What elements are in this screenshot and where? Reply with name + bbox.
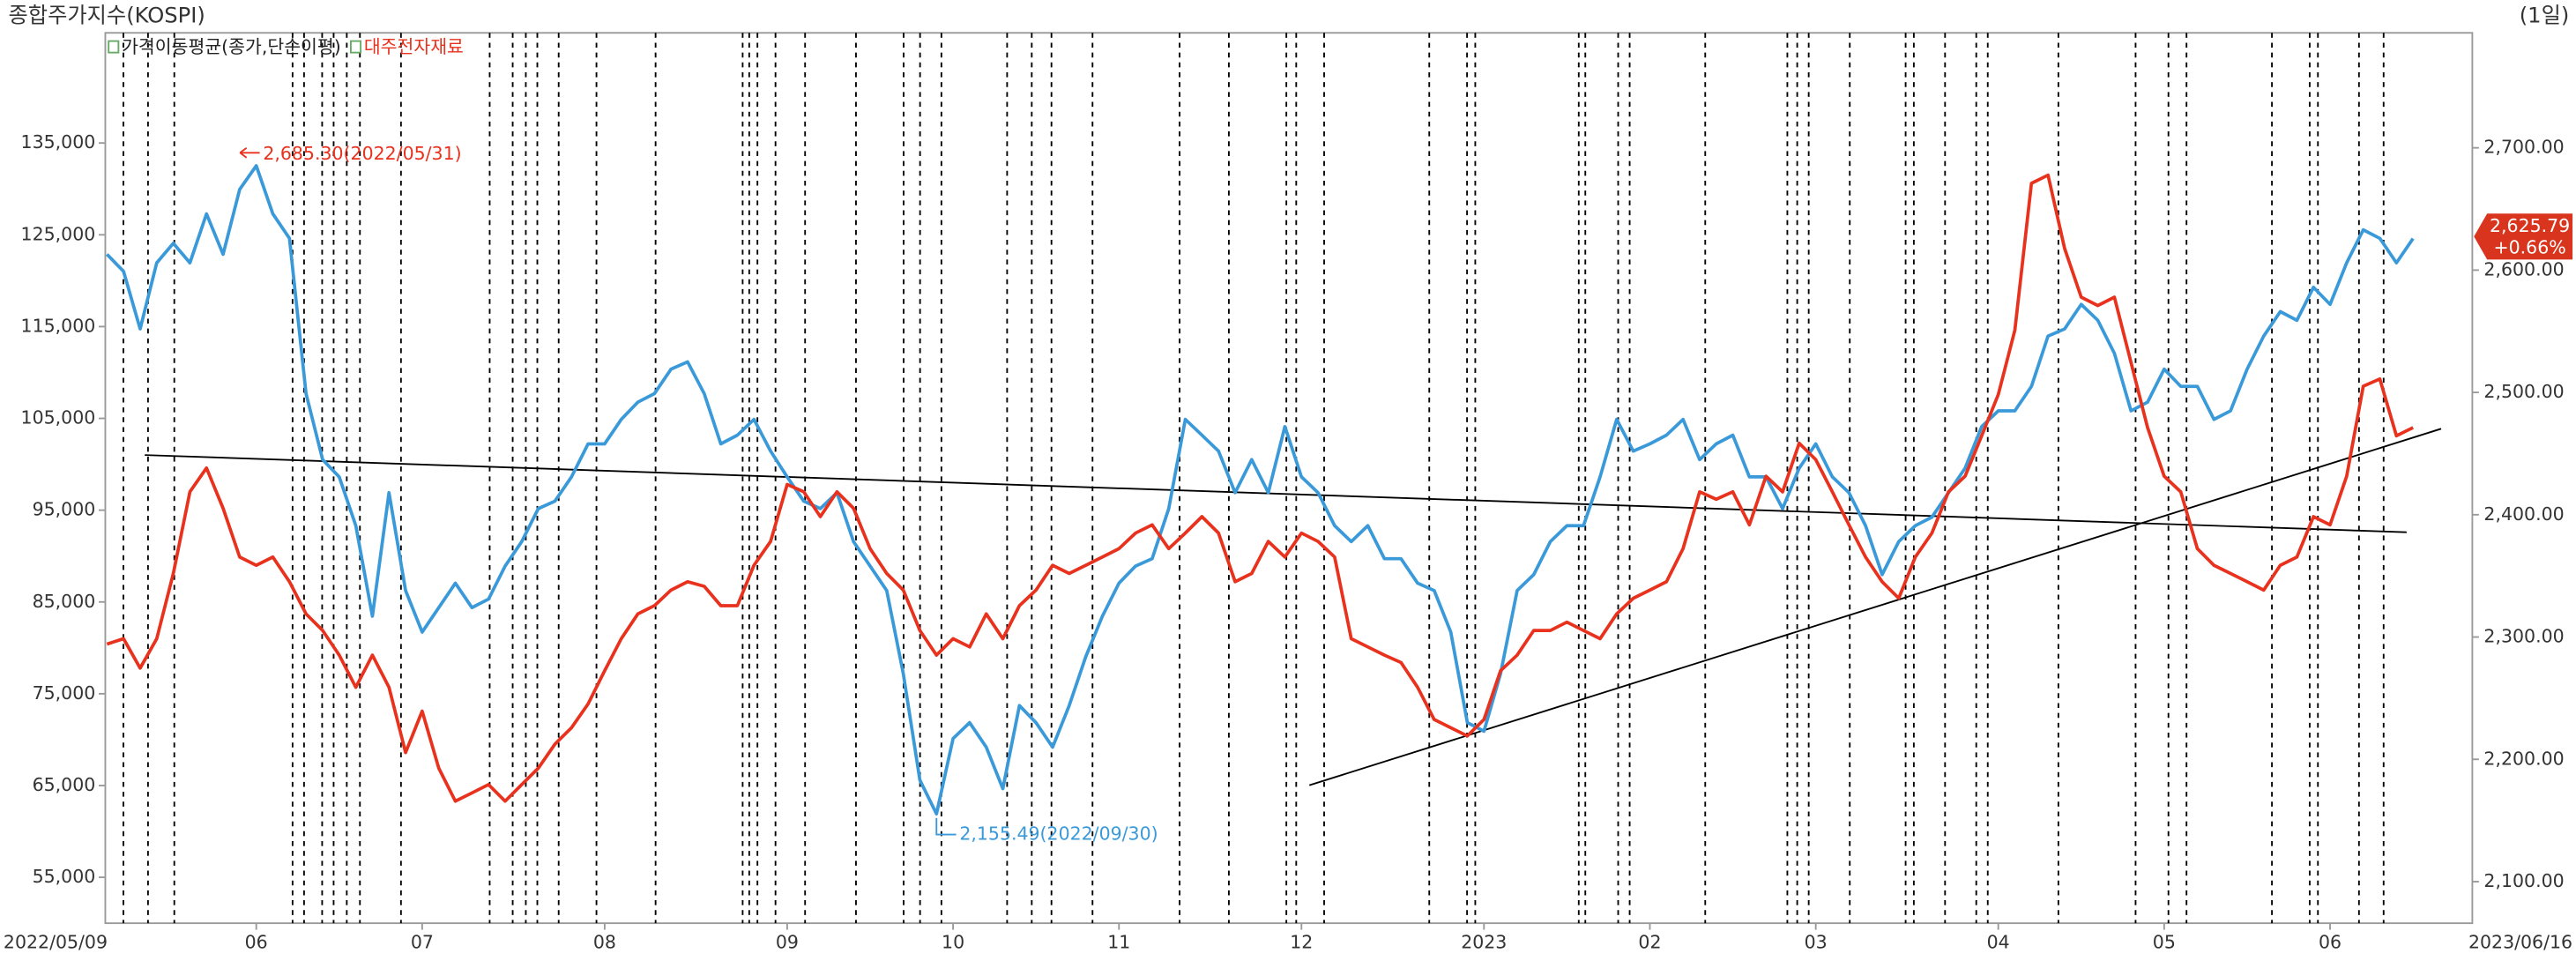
x-tick-label: 09 xyxy=(776,932,799,953)
y2-tick-label: 2,700.00 xyxy=(2483,137,2564,158)
x-tick-label: 06 xyxy=(245,932,268,953)
x-tick-label: 03 xyxy=(1805,932,1828,953)
annotation-arrow xyxy=(239,146,260,159)
x-tick-label: 2022/05/09 xyxy=(4,932,108,953)
annotation: 2,685.30(2022/05/31) xyxy=(263,143,461,164)
y-tick-label: 105,000 xyxy=(21,407,96,428)
x-tick-label: 04 xyxy=(1987,932,2010,953)
annotation-arrow xyxy=(935,817,957,836)
period-label: (1일) xyxy=(2520,4,2570,28)
y2-tick-label: 2,600.00 xyxy=(2483,258,2564,279)
trend-line xyxy=(1308,428,2442,786)
y-tick-label: 95,000 xyxy=(33,499,96,520)
legend-swatch xyxy=(108,40,120,54)
last-value-box xyxy=(2474,213,2573,260)
trend-line xyxy=(145,454,2407,533)
y2-tick-label: 2,100.00 xyxy=(2483,870,2564,891)
series-line xyxy=(106,173,2414,803)
x-tick-label: 05 xyxy=(2153,932,2176,953)
y-tick-label: 125,000 xyxy=(21,223,96,244)
y2-tick-label: 2,200.00 xyxy=(2483,748,2564,769)
y-tick-label: 135,000 xyxy=(21,131,96,153)
plot-frame xyxy=(104,32,2474,925)
x-tick-label: 2023/06/16 xyxy=(2468,932,2572,953)
y-tick-label: 115,000 xyxy=(21,315,96,336)
x-tick-label: 10 xyxy=(942,932,964,953)
y-tick-label: 55,000 xyxy=(33,866,96,887)
x-tick-label: 2023 xyxy=(1461,932,1507,953)
legend-label: 대주전자재료 xyxy=(364,36,464,57)
y-tick-label: 75,000 xyxy=(33,682,96,704)
y2-tick-label: 2,500.00 xyxy=(2483,381,2564,402)
y-tick-label: 85,000 xyxy=(33,591,96,612)
series-line xyxy=(105,164,2415,816)
y2-tick-label: 2,300.00 xyxy=(2483,626,2564,647)
x-tick-label: 07 xyxy=(411,932,434,953)
y-tick-label: 65,000 xyxy=(33,774,96,795)
legend-swatch xyxy=(349,40,362,54)
x-tick-label: 08 xyxy=(593,932,616,953)
y2-tick-label: 2,400.00 xyxy=(2483,503,2564,525)
x-tick-label: 06 xyxy=(2319,932,2341,953)
x-tick-label: 11 xyxy=(1107,932,1130,953)
x-tick-label: 02 xyxy=(1638,932,1661,953)
legend: 가격이동평균(종가,단순이평) 대주전자재료 xyxy=(108,36,464,57)
annotation: 2,155.49(2022/09/30) xyxy=(959,823,1158,845)
last-value-label: 2,625.79 xyxy=(2490,215,2570,236)
change-label: +0.66% xyxy=(2493,236,2565,257)
legend-label: 가격이동평균(종가,단순이평) xyxy=(122,36,341,57)
chart-title: 종합주가지수(KOSPI) xyxy=(9,4,205,28)
x-tick-label: 12 xyxy=(1290,932,1313,953)
